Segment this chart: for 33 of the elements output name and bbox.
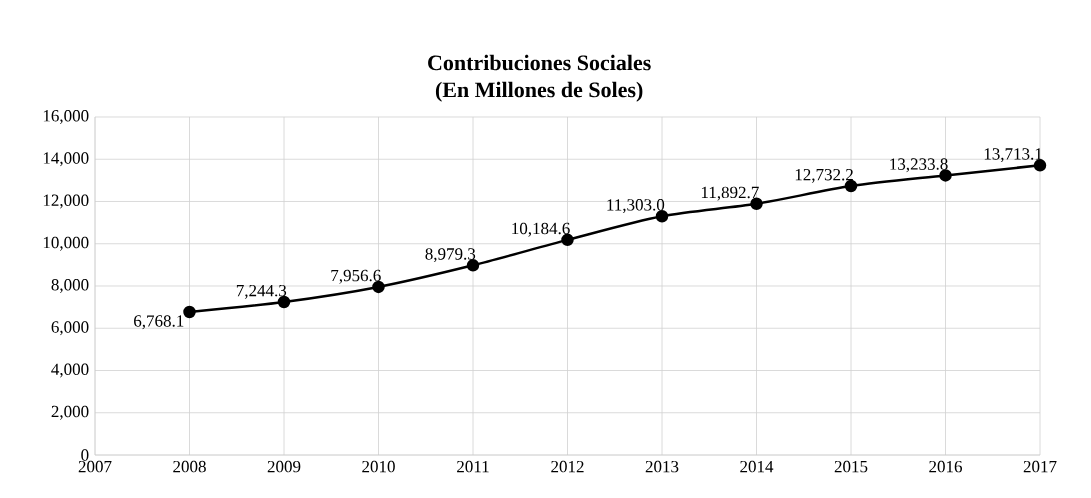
y-tick-label: 4,000 [51,363,89,378]
y-tick-label: 6,000 [51,321,89,336]
y-tick-label: 14,000 [43,152,89,167]
y-tick-label: 0 [81,449,89,461]
data-label: 11,892.7 [701,186,759,201]
x-tick-label: 2014 [740,460,774,473]
y-tick-label: 16,000 [43,110,89,124]
y-tick-label: 10,000 [43,236,89,251]
x-tick-label: 2007 [78,460,112,473]
data-label: 7,956.6 [331,269,381,284]
x-tick-label: 2010 [362,460,395,473]
chart-title: Contribuciones Sociales [428,54,651,71]
data-label: 13,713.1 [984,148,1042,163]
x-tick-label: 2013 [645,460,679,473]
x-tick-label: 2008 [173,460,206,473]
x-tick-label: 2017 [1023,460,1057,473]
data-label: 10,184.6 [512,222,570,237]
x-tick-label: 2016 [929,460,963,473]
y-tick-label: 8,000 [51,279,89,293]
y-tick-label: 12,000 [43,194,89,209]
data-label: 8,979.3 [425,248,476,263]
x-tick-label: 2009 [267,460,301,473]
x-tick-label: 2015 [834,460,868,473]
chart-subtitle: (En Millones de Soles) [435,81,643,102]
data-label: 7,244.3 [236,284,287,299]
data-label: 13,233.8 [890,158,948,173]
point [183,305,196,319]
data-label: 6,768.1 [134,315,184,330]
x-tick-label: 2012 [551,460,584,473]
data-label: 12,732.2 [795,168,853,183]
x-tick-label: 2011 [457,460,489,473]
data-label: 11,303.0 [607,199,665,214]
y-tick-label: 2,000 [51,405,89,420]
